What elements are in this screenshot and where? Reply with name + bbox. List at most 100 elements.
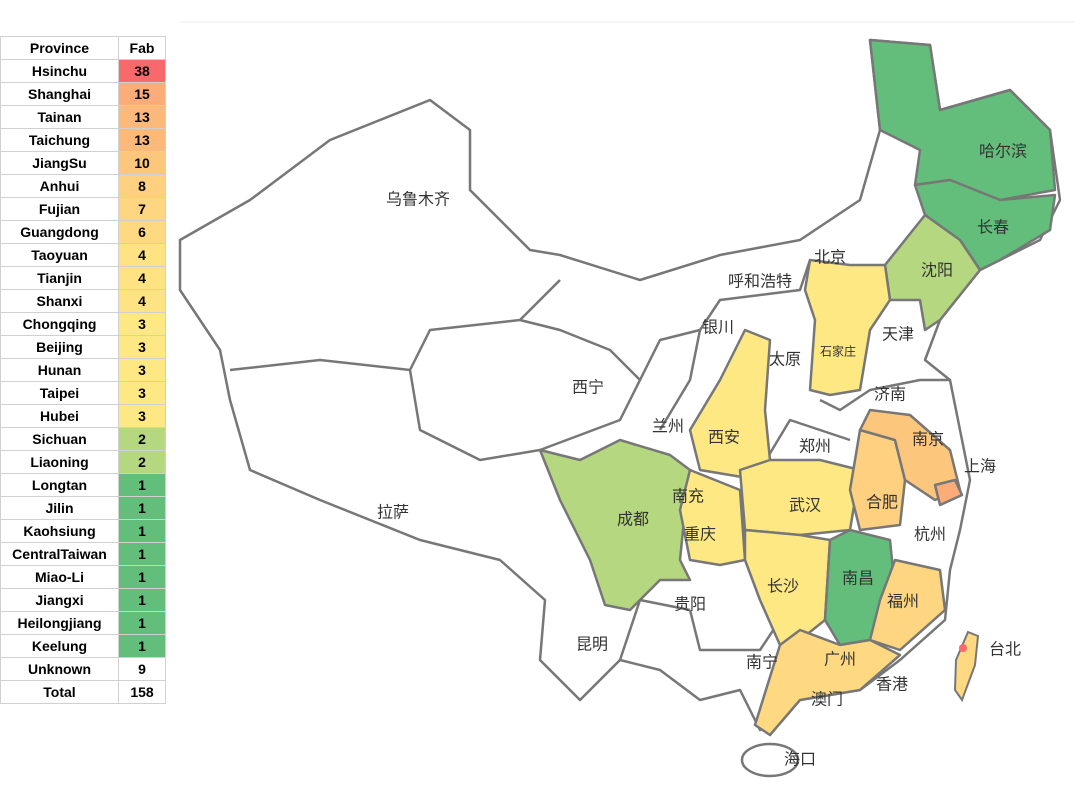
province-cell: Chongqing [0, 312, 119, 336]
table-row: Taipei 3 [0, 381, 166, 405]
fab-cell: 1 [118, 519, 166, 543]
province-cell: CentralTaiwan [0, 542, 119, 566]
fab-cell: 4 [118, 266, 166, 290]
province-cell: Shanghai [0, 82, 119, 106]
city-label: 天津 [882, 325, 914, 344]
province-cell: Taipei [0, 381, 119, 405]
table-row: Sichuan 2 [0, 427, 166, 451]
fab-cell: 2 [118, 450, 166, 474]
table-row: Miao-Li 1 [0, 565, 166, 589]
heilongjiang [868, 38, 1057, 202]
province-cell: Total [0, 680, 119, 704]
fab-cell: 1 [118, 542, 166, 566]
header-cell: Fab [118, 36, 166, 60]
province-cell: Tianjin [0, 266, 119, 290]
province-cell: Beijing [0, 335, 119, 359]
city-label: 兰州 [652, 417, 684, 436]
city-label: 南宁 [746, 653, 778, 672]
province-cell: Liaoning [0, 450, 119, 474]
province-cell: Kaohsiung [0, 519, 119, 543]
table-row: Taoyuan 4 [0, 243, 166, 267]
table-row: Jiangxi 1 [0, 588, 166, 612]
fab-cell: 1 [118, 588, 166, 612]
city-label: 武汉 [789, 496, 821, 515]
fab-cell: 1 [118, 473, 166, 497]
city-label: 成都 [617, 510, 649, 529]
city-label: 哈尔滨 [979, 142, 1027, 161]
table-row: Fujian 7 [0, 197, 166, 221]
taiwan-hsinchu [959, 644, 967, 652]
province-cell: Tainan [0, 105, 119, 129]
city-label: 昆明 [576, 635, 608, 654]
fab-cell: 2 [118, 427, 166, 451]
city-label: 石家庄 [820, 344, 856, 359]
city-label: 长春 [977, 218, 1009, 237]
table-row: Unknown 9 [0, 657, 166, 681]
city-label: 香港 [876, 675, 908, 694]
table-row: Tianjin 4 [0, 266, 166, 290]
province-cell: Hunan [0, 358, 119, 382]
table-row: CentralTaiwan 1 [0, 542, 166, 566]
table-row: Chongqing 3 [0, 312, 166, 336]
fujian [868, 558, 947, 652]
city-label: 上海 [964, 457, 996, 476]
fab-cell: 10 [118, 151, 166, 175]
table-row: Keelung 1 [0, 634, 166, 658]
province-cell: Taichung [0, 128, 119, 152]
table-row: Total 158 [0, 680, 166, 704]
city-label: 呼和浩特 [728, 272, 792, 291]
province-cell: Hsinchu [0, 59, 119, 83]
city-label: 北京 [814, 248, 846, 267]
fab-cell: 3 [118, 404, 166, 428]
chongqing [678, 468, 747, 567]
fab-table: Province Fab Hsinchu 38 Shanghai 15 Tainan 13… [0, 36, 166, 704]
city-label: 郑州 [799, 437, 831, 456]
table-row: Taichung 13 [0, 128, 166, 152]
province-cell: JiangSu [0, 151, 119, 175]
city-label: 银川 [702, 318, 734, 337]
city-label: 贵阳 [674, 595, 706, 614]
city-label: 澳门 [811, 690, 843, 709]
province-cell: Hubei [0, 404, 119, 428]
table-row: Shanghai 15 [0, 82, 166, 106]
fab-cell: 1 [118, 565, 166, 589]
city-label: 重庆 [684, 525, 716, 544]
province-cell: Sichuan [0, 427, 119, 451]
fab-cell: 158 [118, 680, 166, 704]
table-row: Liaoning 2 [0, 450, 166, 474]
hainan [740, 742, 800, 778]
table-row: Hubei 3 [0, 404, 166, 428]
province-cell: Taoyuan [0, 243, 119, 267]
city-label: 广州 [824, 650, 856, 669]
fab-cell: 13 [118, 105, 166, 129]
city-label: 拉萨 [377, 503, 409, 522]
fab-cell: 7 [118, 197, 166, 221]
fab-cell: 3 [118, 335, 166, 359]
province-cell: Keelung [0, 634, 119, 658]
city-label: 南昌 [842, 569, 874, 588]
table-row: JiangSu 10 [0, 151, 166, 175]
table-row: Jilin 1 [0, 496, 166, 520]
fab-cell: 3 [118, 312, 166, 336]
fab-cell: 9 [118, 657, 166, 681]
city-label: 西安 [708, 428, 740, 447]
table-row: Kaohsiung 1 [0, 519, 166, 543]
fab-cell: 1 [118, 496, 166, 520]
province-cell: Anhui [0, 174, 119, 198]
city-label: 海口 [784, 750, 816, 769]
table-row: Guangdong 6 [0, 220, 166, 244]
table-row: Shanxi 4 [0, 289, 166, 313]
city-label: 南充 [672, 487, 704, 506]
city-label: 长沙 [767, 577, 799, 596]
table-row: Longtan 1 [0, 473, 166, 497]
table-row: Heilongjiang 1 [0, 611, 166, 635]
province-cell: Miao-Li [0, 565, 119, 589]
province-cell: Jiangxi [0, 588, 119, 612]
fab-cell: 3 [118, 358, 166, 382]
city-label: 济南 [874, 385, 906, 404]
table-row: Beijing 3 [0, 335, 166, 359]
city-label: 合肥 [866, 493, 898, 512]
city-label: 沈阳 [921, 261, 953, 280]
